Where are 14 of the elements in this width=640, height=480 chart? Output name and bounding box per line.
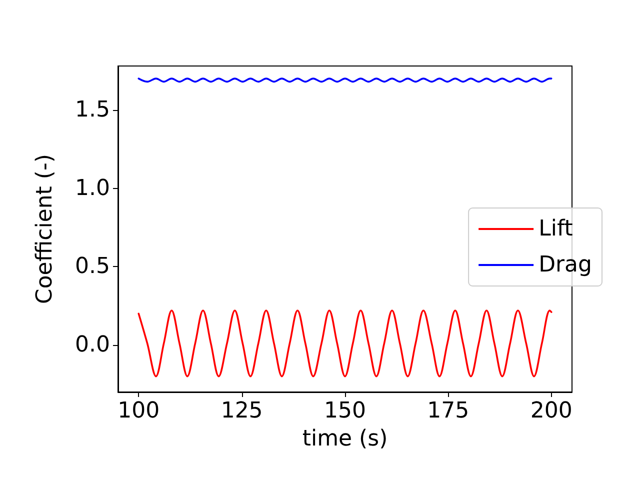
x-axis-title: time (s) <box>302 426 388 452</box>
x-tick-label: 200 <box>530 398 572 424</box>
x-tick-label: 125 <box>220 398 263 424</box>
x-tick-label: 150 <box>324 398 366 424</box>
legend-label: Drag <box>538 252 592 278</box>
x-tick-label: 175 <box>427 398 470 424</box>
y-axis-title: Coefficient (-) <box>32 154 58 304</box>
legend-label: Lift <box>538 216 574 242</box>
y-tick-label: 1.5 <box>75 97 110 122</box>
line-series <box>138 310 552 378</box>
y-tick-label: 0.0 <box>75 332 110 358</box>
y-tick-label: 0.5 <box>75 254 110 280</box>
y-tick-label: 1.0 <box>75 176 110 201</box>
x-tick-label: 100 <box>118 398 160 424</box>
